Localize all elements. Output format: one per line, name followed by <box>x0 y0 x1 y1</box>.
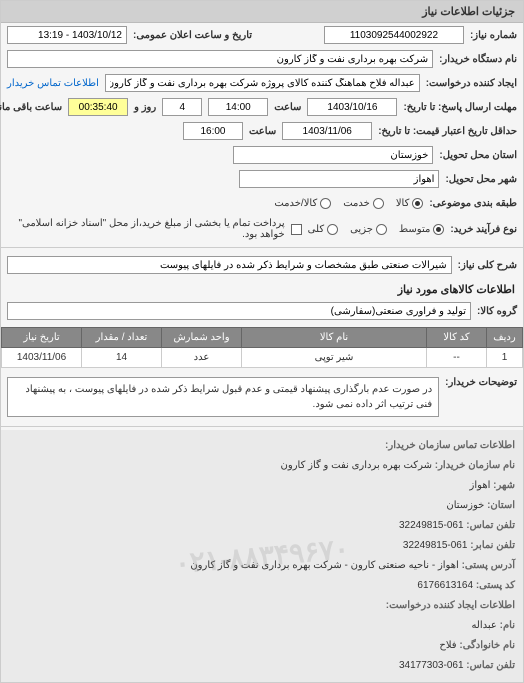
row-buyer-device: نام دستگاه خریدار: <box>1 47 523 71</box>
deadline-time-input[interactable] <box>208 98 268 116</box>
radio-khedmat[interactable]: خدمت <box>343 198 384 209</box>
info-org: نام سازمان خریدار: شرکت بهره برداری نفت … <box>1 456 523 476</box>
radio-khedmat-label: خدمت <box>343 198 370 209</box>
buyer-note-box: در صورت عدم بارگذاری پیشنهاد قیمتی و عدم… <box>7 377 439 417</box>
th-3: واحد شمارش <box>162 328 242 348</box>
radio-mot-label: متوسط <box>399 224 430 235</box>
contact-header: اطلاعات تماس سازمان خریدار: <box>1 436 523 456</box>
td-4: 14 <box>82 348 162 368</box>
td-3: عدد <box>162 348 242 368</box>
radio-kk-label: کالا/خدمت <box>274 198 317 209</box>
info-province: استان: خوزستان <box>1 496 523 516</box>
province-label: استان محل تحویل: <box>439 150 517 161</box>
radio-kk-circle <box>320 198 331 209</box>
category-radio-group: کالا خدمت کالا/خدمت <box>274 198 423 209</box>
goods-table: ردیف کد کالا نام کالا واحد شمارش تعداد /… <box>1 327 523 368</box>
radio-kala-khedmat[interactable]: کالا/خدمت <box>274 198 331 209</box>
td-2: شیر توپی <box>242 348 427 368</box>
remaining-time-input <box>68 98 128 116</box>
validity-time-input[interactable] <box>183 122 243 140</box>
need-number-input[interactable] <box>324 26 464 44</box>
radio-koli-label: کلی <box>308 224 324 235</box>
radio-koli[interactable]: کلی <box>308 224 338 235</box>
td-5: 1403/11/06 <box>2 348 82 368</box>
need-key-input[interactable] <box>7 256 452 274</box>
process-radio-group: متوسط جزیی کلی <box>308 224 445 235</box>
process-label: نوع فرآیند خرید: <box>450 224 517 235</box>
process-note: پرداخت تمام یا بخشی از مبلغ خرید،از محل … <box>7 218 285 240</box>
row-province: استان محل تحویل: <box>1 143 523 167</box>
th-0: ردیف <box>487 328 523 348</box>
row-process: نوع فرآیند خرید: متوسط جزیی کلی پرداخت ت… <box>1 215 523 243</box>
row-creator: ایجاد کننده درخواست: اطلاعات تماس خریدار <box>1 71 523 95</box>
remaining-label: ساعت باقی مانده <box>0 102 62 113</box>
need-number-label: شماره نیاز: <box>470 30 517 41</box>
radio-khedmat-circle <box>373 198 384 209</box>
td-1: -- <box>427 348 487 368</box>
row-city: شهر محل تحویل: <box>1 167 523 191</box>
info-city: شهر: اهواز <box>1 476 523 496</box>
info-family: نام خانوادگی: فلاح <box>1 636 523 656</box>
th-1: کد کالا <box>427 328 487 348</box>
row-deadline: مهلت ارسال پاسخ: تا تاریخ: ساعت روز و سا… <box>1 95 523 119</box>
process-checkbox[interactable] <box>291 224 302 235</box>
province-input[interactable] <box>233 146 433 164</box>
city-input[interactable] <box>239 170 439 188</box>
radio-joz-circle <box>376 224 387 235</box>
row-need-key: شرح کلی نیاز: <box>1 253 523 277</box>
row-need-number: شماره نیاز: تاریخ و ساعت اعلان عمومی: <box>1 23 523 47</box>
contact-link[interactable]: اطلاعات تماس خریدار <box>7 78 99 89</box>
city-label: شهر محل تحویل: <box>445 174 517 185</box>
days-label: روز و <box>134 102 156 113</box>
checkbox-icon <box>291 224 302 235</box>
goods-header: اطلاعات کالاهای مورد نیاز <box>1 277 523 299</box>
info-fax: تلفن نمابر: 061-32249815 <box>1 536 523 556</box>
radio-kala-circle <box>412 198 423 209</box>
goods-group-input[interactable] <box>7 302 471 320</box>
deadline-date-input[interactable] <box>307 98 397 116</box>
deadline-label: مهلت ارسال پاسخ: تا تاریخ: <box>403 102 517 113</box>
days-input[interactable] <box>162 98 202 116</box>
need-key-label: شرح کلی نیاز: <box>458 260 517 271</box>
buyer-device-label: نام دستگاه خریدار: <box>439 54 517 65</box>
info-name: نام: عبداله <box>1 616 523 636</box>
row-validity: حداقل تاریخ اعتبار قیمت: تا تاریخ: ساعت <box>1 119 523 143</box>
radio-joz-label: جزیی <box>350 224 373 235</box>
row-goods-group: گروه کالا: <box>1 299 523 323</box>
page-header: جزئیات اطلاعات نیاز <box>1 1 523 23</box>
announce-label: تاریخ و ساعت اعلان عمومی: <box>133 30 252 41</box>
td-0: 1 <box>487 348 523 368</box>
radio-mot-circle <box>433 224 444 235</box>
radio-jozei[interactable]: جزیی <box>350 224 387 235</box>
th-4: تعداد / مقدار <box>82 328 162 348</box>
category-label: طبقه بندی موضوعی: <box>429 198 517 209</box>
radio-kala-label: کالا <box>396 198 410 209</box>
main-container: جزئیات اطلاعات نیاز شماره نیاز: تاریخ و … <box>0 0 524 683</box>
radio-koli-circle <box>327 224 338 235</box>
contact-area: ۰۲۱-۸۸۳۴۹۶۷۰ اطلاعات تماس سازمان خریدار:… <box>1 430 523 682</box>
th-5: تاریخ نیاز <box>2 328 82 348</box>
goods-group-label: گروه کالا: <box>477 306 517 317</box>
info-postal: آدرس پستی: اهواز - ناحیه صنعتی کارون - ش… <box>1 556 523 576</box>
buyer-note-label: توضیحات خریدار: <box>445 377 517 388</box>
time-label-1: ساعت <box>274 102 301 113</box>
info-phone: تلفن تماس: 061-32249815 <box>1 516 523 536</box>
buyer-device-input[interactable] <box>7 50 433 68</box>
time-label-2: ساعت <box>249 126 276 137</box>
row-category: طبقه بندی موضوعی: کالا خدمت کالا/خدمت <box>1 191 523 215</box>
table-header-row: ردیف کد کالا نام کالا واحد شمارش تعداد /… <box>2 328 523 348</box>
row-buyer-note: توضیحات خریدار: در صورت عدم بارگذاری پیش… <box>1 374 523 420</box>
announce-input[interactable] <box>7 26 127 44</box>
radio-kala[interactable]: کالا <box>396 198 424 209</box>
creator-label: ایجاد کننده درخواست: <box>426 78 517 89</box>
info-tel: تلفن تماس: 061-34177303 <box>1 656 523 676</box>
creator-header: اطلاعات ایجاد کننده درخواست: <box>1 596 523 616</box>
radio-motevasset[interactable]: متوسط <box>399 224 444 235</box>
info-zip: کد پستی: 6176613164 <box>1 576 523 596</box>
validity-date-input[interactable] <box>282 122 372 140</box>
creator-input[interactable] <box>105 74 420 92</box>
table-row: 1 -- شیر توپی عدد 14 1403/11/06 <box>2 348 523 368</box>
th-2: نام کالا <box>242 328 427 348</box>
validity-label: حداقل تاریخ اعتبار قیمت: تا تاریخ: <box>378 126 517 137</box>
